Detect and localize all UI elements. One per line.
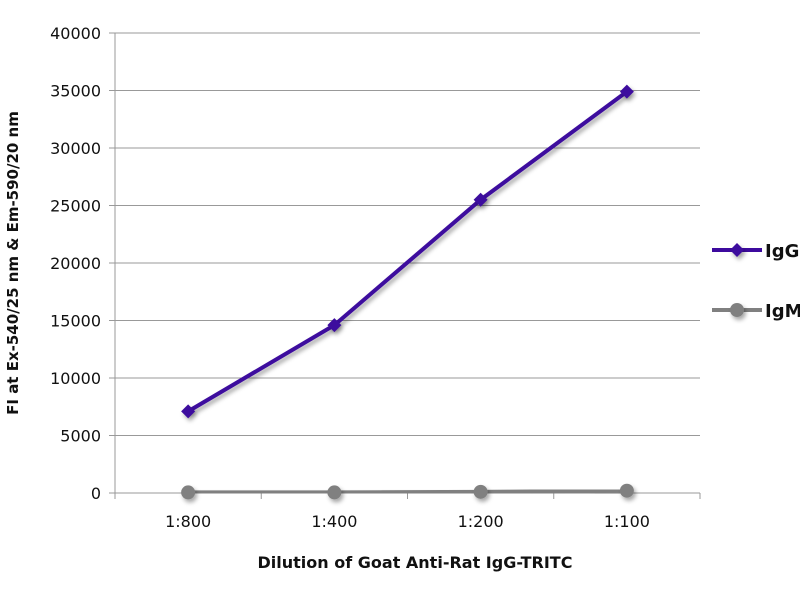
data-point-igg	[619, 84, 634, 99]
y-tick-label: 15000	[50, 312, 101, 331]
y-tick-label: 10000	[50, 369, 101, 388]
x-tick-label: 1:400	[311, 512, 357, 531]
data-point-igg	[181, 404, 196, 419]
y-tick-label: 5000	[60, 427, 101, 446]
y-tick-label: 40000	[50, 24, 101, 43]
data-point-igg	[473, 192, 488, 207]
legend-marker-igg	[730, 243, 744, 257]
x-tick-label: 1:800	[165, 512, 211, 531]
x-axis-label: Dilution of Goat Anti-Rat IgG-TRITC	[258, 553, 573, 572]
data-point-igm	[327, 485, 342, 500]
y-axis-label: FI at Ex-540/25 nm & Em-590/20 nm	[4, 111, 22, 415]
x-tick-label: 1:200	[458, 512, 504, 531]
legend-label-igg: IgG	[765, 241, 799, 262]
legend-marker-igm	[730, 303, 744, 317]
y-tick-label: 30000	[50, 139, 101, 158]
series-line-igm	[188, 488, 627, 495]
series-line-igg	[187, 90, 629, 414]
data-point-igm	[181, 485, 196, 500]
y-tick-label: 35000	[50, 82, 101, 101]
data-point-igm	[473, 484, 488, 499]
data-point-igg	[327, 318, 342, 333]
x-tick-label: 1:100	[604, 512, 650, 531]
y-tick-label: 0	[91, 484, 101, 503]
y-tick-label: 25000	[50, 197, 101, 216]
y-tick-label: 20000	[50, 254, 101, 273]
data-point-igm	[619, 483, 634, 498]
legend-label-igm: IgM	[765, 301, 800, 322]
